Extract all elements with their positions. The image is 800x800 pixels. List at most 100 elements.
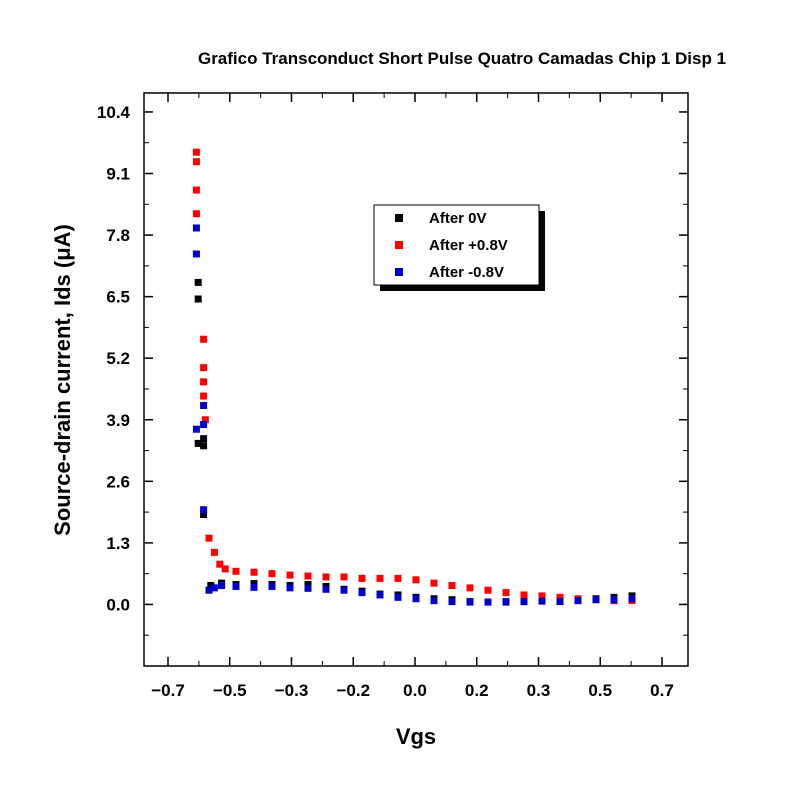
x-tick-label: 0.3	[527, 681, 551, 700]
data-point	[192, 158, 200, 166]
y-tick-label: 2.6	[106, 472, 130, 491]
data-point	[200, 420, 208, 428]
x-tick-label: 0.0	[403, 681, 427, 700]
data-point	[304, 584, 312, 592]
data-point	[192, 250, 200, 258]
data-point	[250, 580, 258, 588]
data-point	[268, 570, 276, 578]
data-point	[448, 598, 456, 606]
data-point	[628, 595, 636, 603]
y-tick-label: 3.9	[106, 411, 130, 430]
data-point	[210, 548, 218, 556]
legend-label: After +0.8V	[429, 237, 508, 254]
data-point	[201, 416, 209, 424]
data-point	[200, 402, 208, 410]
data-point	[194, 278, 202, 286]
legend: After 0V After +0.8V After -0.8V	[373, 204, 545, 291]
data-point	[412, 595, 420, 603]
data-point	[592, 596, 600, 604]
data-point	[205, 534, 213, 542]
y-tick-label: 0.0	[106, 595, 130, 614]
x-tick-label: 0.7	[650, 681, 674, 700]
legend-label: After 0V	[429, 210, 487, 227]
plot-frame	[143, 92, 689, 667]
legend-marker	[395, 214, 403, 222]
x-tick-label: 0.2	[465, 681, 489, 700]
data-point	[340, 573, 348, 581]
data-point	[502, 598, 510, 606]
y-tick-label: 5.2	[106, 349, 130, 368]
data-point	[268, 582, 276, 590]
data-point	[232, 582, 240, 590]
data-point	[192, 425, 200, 433]
data-point	[200, 335, 208, 343]
data-point	[394, 574, 402, 582]
data-point	[250, 583, 258, 591]
data-point	[192, 224, 200, 232]
data-point	[286, 584, 294, 592]
data-point	[322, 585, 330, 593]
data-point	[200, 435, 208, 443]
data-point	[520, 598, 528, 606]
y-tick-label: 1.3	[106, 534, 130, 553]
data-point	[200, 364, 208, 372]
y-axis: 0.0 1.3 2.6 3.9 5.2 6.5 7.8 9.1 10.4	[97, 103, 688, 636]
data-point	[286, 571, 294, 579]
data-point	[218, 581, 226, 589]
data-point	[430, 597, 438, 605]
data-point	[502, 589, 510, 597]
data-point	[232, 567, 240, 575]
data-point	[610, 596, 618, 604]
y-tick-label: 9.1	[106, 165, 130, 184]
legend-label: After -0.8V	[429, 264, 504, 281]
data-point	[484, 586, 492, 594]
data-point	[200, 506, 208, 514]
data-points	[192, 148, 636, 606]
legend-marker	[395, 241, 403, 249]
legend-marker	[395, 268, 403, 276]
data-point	[250, 568, 258, 576]
data-point	[194, 295, 202, 303]
y-tick-label: 7.8	[106, 226, 130, 245]
data-point	[216, 560, 224, 568]
x-tick-label: −0.3	[275, 681, 309, 700]
data-point	[520, 591, 528, 599]
data-point	[200, 510, 208, 518]
data-point	[221, 565, 229, 573]
series-1	[194, 278, 636, 606]
x-tick-label: 0.5	[588, 681, 612, 700]
data-point	[200, 442, 208, 450]
data-point	[556, 593, 564, 601]
y-tick-label: 10.4	[97, 103, 131, 122]
data-point	[304, 572, 312, 580]
series-3	[192, 224, 636, 606]
data-point	[412, 576, 420, 584]
data-point	[192, 148, 200, 156]
data-point	[556, 598, 564, 606]
y-tick-label: 6.5	[106, 288, 130, 307]
data-point	[200, 392, 208, 400]
data-point	[538, 597, 546, 605]
data-point	[358, 574, 366, 582]
data-point	[466, 584, 474, 592]
x-tick-label: −0.5	[213, 681, 247, 700]
x-axis-label: Vgs	[396, 724, 436, 749]
chart-title: Grafico Transconduct Short Pulse Quatro …	[198, 49, 726, 68]
data-point	[207, 581, 215, 589]
data-point	[448, 581, 456, 589]
data-point	[358, 589, 366, 597]
data-point	[430, 579, 438, 587]
data-point	[200, 378, 208, 386]
data-point	[340, 586, 348, 594]
data-point	[192, 186, 200, 194]
data-point	[538, 592, 546, 600]
data-point	[210, 584, 218, 592]
data-point	[394, 593, 402, 601]
data-point	[192, 210, 200, 218]
data-point	[574, 597, 582, 605]
data-point	[376, 591, 384, 599]
y-axis-label: Source-drain current, Ids (μA)	[50, 224, 75, 536]
data-point	[484, 598, 492, 606]
data-point	[322, 573, 330, 581]
